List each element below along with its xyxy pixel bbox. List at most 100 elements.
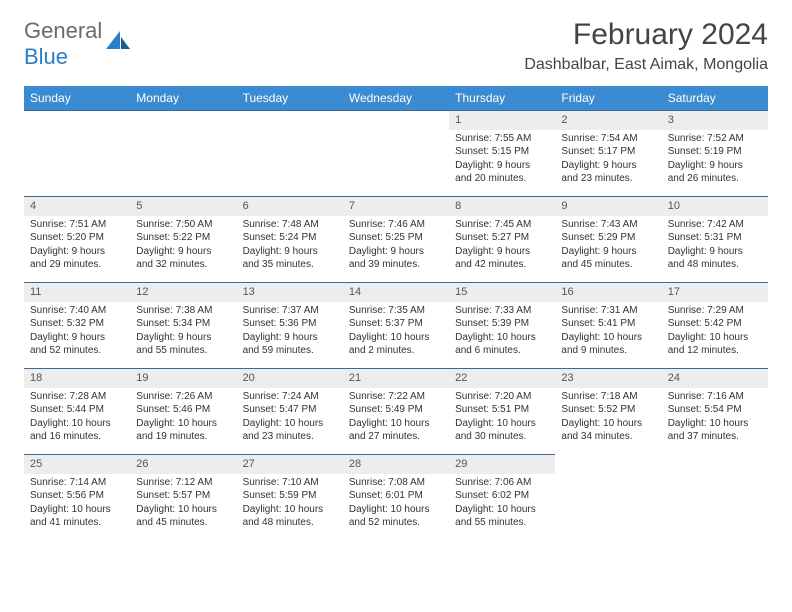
sunrise-line: Sunrise: 7:14 AM — [30, 476, 124, 490]
day-number: 20 — [237, 369, 343, 388]
day-number: 8 — [449, 197, 555, 216]
day-cell: 2 Sunrise: 7:54 AMSunset: 5:17 PMDaylight… — [555, 110, 661, 196]
day-cell: 9Sunrise: 7:43 AMSunset: 5:29 PMDaylight… — [555, 196, 661, 282]
day-cell: 24Sunrise: 7:16 AMSunset: 5:54 PMDayligh… — [662, 368, 768, 454]
daylight-line: Daylight: 9 hours and 20 minutes. — [455, 159, 549, 186]
day-cell: 8Sunrise: 7:45 AMSunset: 5:27 PMDaylight… — [449, 196, 555, 282]
daylight-line: Daylight: 10 hours and 2 minutes. — [349, 331, 443, 358]
sunrise-line: Sunrise: 7:51 AM — [30, 218, 124, 232]
day-number: 29 — [449, 455, 555, 474]
sunset-line: Sunset: 5:59 PM — [243, 489, 337, 503]
weekday-header: Sunday — [24, 86, 130, 110]
day-body: Sunrise: 7:48 AMSunset: 5:24 PMDaylight:… — [237, 216, 343, 276]
day-body: Sunrise: 7:14 AMSunset: 5:56 PMDaylight:… — [24, 474, 130, 534]
sunrise-line: Sunrise: 7:52 AM — [668, 132, 762, 146]
weekday-header: Monday — [130, 86, 236, 110]
day-cell: 10Sunrise: 7:42 AMSunset: 5:31 PMDayligh… — [662, 196, 768, 282]
day-cell: 5 Sunrise: 7:50 AMSunset: 5:22 PMDaylight… — [130, 196, 236, 282]
sunset-line: Sunset: 5:39 PM — [455, 317, 549, 331]
daylight-line: Daylight: 10 hours and 16 minutes. — [30, 417, 124, 444]
title-block: February 2024 Dashbalbar, East Aimak, Mo… — [524, 18, 768, 74]
logo: General Blue — [24, 18, 132, 70]
day-cell: 22Sunrise: 7:20 AMSunset: 5:51 PMDayligh… — [449, 368, 555, 454]
sunset-line: Sunset: 5:41 PM — [561, 317, 655, 331]
empty-cell — [343, 110, 449, 196]
day-cell: 25Sunrise: 7:14 AMSunset: 5:56 PMDayligh… — [24, 454, 130, 540]
day-number: 2 — [555, 111, 661, 130]
day-body: Sunrise: 7:43 AMSunset: 5:29 PMDaylight:… — [555, 216, 661, 276]
day-body: Sunrise: 7:46 AMSunset: 5:25 PMDaylight:… — [343, 216, 449, 276]
sunset-line: Sunset: 5:20 PM — [30, 231, 124, 245]
sunrise-line: Sunrise: 7:55 AM — [455, 132, 549, 146]
sunrise-line: Sunrise: 7:38 AM — [136, 304, 230, 318]
day-number: 10 — [662, 197, 768, 216]
sunset-line: Sunset: 5:15 PM — [455, 145, 549, 159]
sunrise-line: Sunrise: 7:40 AM — [30, 304, 124, 318]
day-cell: 11Sunrise: 7:40 AMSunset: 5:32 PMDayligh… — [24, 282, 130, 368]
daylight-line: Daylight: 9 hours and 52 minutes. — [30, 331, 124, 358]
day-body: Sunrise: 7:52 AMSunset: 5:19 PMDaylight:… — [662, 130, 768, 190]
day-cell: 17Sunrise: 7:29 AMSunset: 5:42 PMDayligh… — [662, 282, 768, 368]
day-number: 15 — [449, 283, 555, 302]
sunset-line: Sunset: 5:49 PM — [349, 403, 443, 417]
empty-cell — [130, 110, 236, 196]
logo-word1: General — [24, 18, 102, 43]
day-number: 16 — [555, 283, 661, 302]
day-number: 1 — [449, 111, 555, 130]
sunrise-line: Sunrise: 7:33 AM — [455, 304, 549, 318]
sunrise-line: Sunrise: 7:20 AM — [455, 390, 549, 404]
day-body: Sunrise: 7:51 AMSunset: 5:20 PMDaylight:… — [24, 216, 130, 276]
sunset-line: Sunset: 5:29 PM — [561, 231, 655, 245]
sunrise-line: Sunrise: 7:50 AM — [136, 218, 230, 232]
location: Dashbalbar, East Aimak, Mongolia — [524, 56, 768, 74]
day-cell: 18Sunrise: 7:28 AMSunset: 5:44 PMDayligh… — [24, 368, 130, 454]
sunset-line: Sunset: 5:22 PM — [136, 231, 230, 245]
daylight-line: Daylight: 9 hours and 39 minutes. — [349, 245, 443, 272]
daylight-line: Daylight: 9 hours and 55 minutes. — [136, 331, 230, 358]
daylight-line: Daylight: 10 hours and 6 minutes. — [455, 331, 549, 358]
day-cell: 20Sunrise: 7:24 AMSunset: 5:47 PMDayligh… — [237, 368, 343, 454]
sunrise-line: Sunrise: 7:54 AM — [561, 132, 655, 146]
day-number: 7 — [343, 197, 449, 216]
daylight-line: Daylight: 10 hours and 12 minutes. — [668, 331, 762, 358]
sunset-line: Sunset: 5:54 PM — [668, 403, 762, 417]
day-cell: 12Sunrise: 7:38 AMSunset: 5:34 PMDayligh… — [130, 282, 236, 368]
sunrise-line: Sunrise: 7:45 AM — [455, 218, 549, 232]
daylight-line: Daylight: 9 hours and 23 minutes. — [561, 159, 655, 186]
sunrise-line: Sunrise: 7:10 AM — [243, 476, 337, 490]
day-body: Sunrise: 7:24 AMSunset: 5:47 PMDaylight:… — [237, 388, 343, 448]
day-body: Sunrise: 7:45 AMSunset: 5:27 PMDaylight:… — [449, 216, 555, 276]
day-body: Sunrise: 7:42 AMSunset: 5:31 PMDaylight:… — [662, 216, 768, 276]
sail-icon — [106, 31, 132, 56]
daylight-line: Daylight: 10 hours and 48 minutes. — [243, 503, 337, 530]
day-body: Sunrise: 7:28 AMSunset: 5:44 PMDaylight:… — [24, 388, 130, 448]
empty-cell — [24, 110, 130, 196]
day-body: Sunrise: 7:08 AMSunset: 6:01 PMDaylight:… — [343, 474, 449, 534]
sunrise-line: Sunrise: 7:48 AM — [243, 218, 337, 232]
daylight-line: Daylight: 9 hours and 32 minutes. — [136, 245, 230, 272]
day-body: Sunrise: 7:33 AMSunset: 5:39 PMDaylight:… — [449, 302, 555, 362]
sunrise-line: Sunrise: 7:42 AM — [668, 218, 762, 232]
sunrise-line: Sunrise: 7:12 AM — [136, 476, 230, 490]
day-cell: 21Sunrise: 7:22 AMSunset: 5:49 PMDayligh… — [343, 368, 449, 454]
day-number: 5 — [130, 197, 236, 216]
day-body: Sunrise: 7:55 AMSunset: 5:15 PMDaylight:… — [449, 130, 555, 190]
sunset-line: Sunset: 5:56 PM — [30, 489, 124, 503]
daylight-line: Daylight: 9 hours and 59 minutes. — [243, 331, 337, 358]
day-body: Sunrise: 7:35 AMSunset: 5:37 PMDaylight:… — [343, 302, 449, 362]
daylight-line: Daylight: 10 hours and 30 minutes. — [455, 417, 549, 444]
day-body: Sunrise: 7:37 AMSunset: 5:36 PMDaylight:… — [237, 302, 343, 362]
sunset-line: Sunset: 5:34 PM — [136, 317, 230, 331]
sunset-line: Sunset: 5:17 PM — [561, 145, 655, 159]
day-body: Sunrise: 7:18 AMSunset: 5:52 PMDaylight:… — [555, 388, 661, 448]
day-cell: 27Sunrise: 7:10 AMSunset: 5:59 PMDayligh… — [237, 454, 343, 540]
day-number: 6 — [237, 197, 343, 216]
sunset-line: Sunset: 5:46 PM — [136, 403, 230, 417]
day-body: Sunrise: 7:22 AMSunset: 5:49 PMDaylight:… — [343, 388, 449, 448]
day-body: Sunrise: 7:06 AMSunset: 6:02 PMDaylight:… — [449, 474, 555, 534]
day-number: 18 — [24, 369, 130, 388]
day-body: Sunrise: 7:40 AMSunset: 5:32 PMDaylight:… — [24, 302, 130, 362]
logo-text: General Blue — [24, 18, 102, 70]
daylight-line: Daylight: 9 hours and 26 minutes. — [668, 159, 762, 186]
empty-cell — [237, 110, 343, 196]
